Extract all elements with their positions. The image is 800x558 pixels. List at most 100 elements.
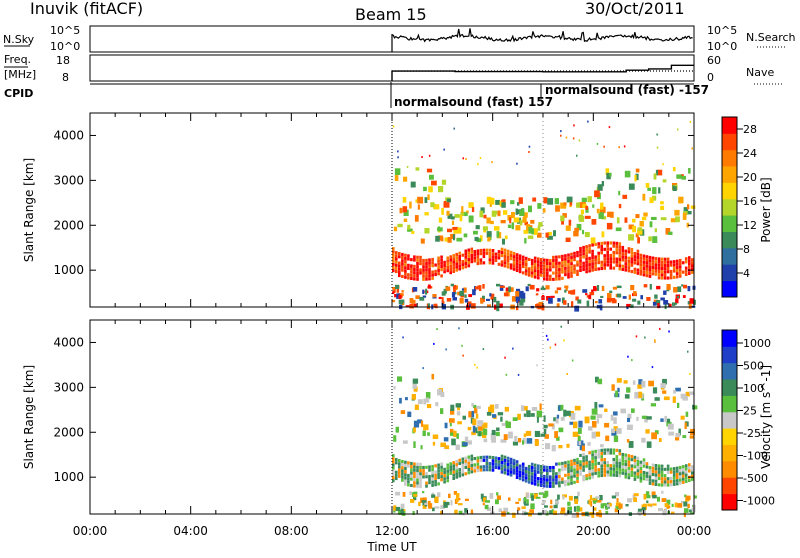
echo-cell — [576, 505, 580, 512]
echo-cell — [549, 346, 552, 349]
echo-cell — [649, 221, 653, 228]
echo-cell — [651, 469, 655, 473]
echo-cell — [443, 477, 446, 481]
echo-cell — [642, 193, 646, 201]
echo-cell — [525, 286, 529, 292]
echo-cell — [637, 508, 643, 512]
echo-cell — [500, 254, 504, 258]
echo-cell — [509, 250, 513, 254]
echo-cell — [603, 464, 606, 468]
echo-cell — [674, 302, 677, 305]
echo-cell — [422, 258, 425, 262]
echo-cell — [570, 259, 573, 263]
echo-cell — [422, 277, 425, 281]
echo-cell — [623, 380, 628, 384]
echo-cell — [446, 269, 449, 273]
echo-cell — [533, 469, 537, 473]
echo-cell — [503, 261, 507, 265]
echo-cell — [672, 396, 676, 403]
echo-cell — [578, 139, 581, 142]
echo-cell — [426, 404, 432, 409]
echo-cell — [688, 256, 691, 260]
echo-cell — [479, 258, 483, 262]
echo-cell — [523, 212, 528, 218]
echo-cell — [684, 272, 688, 276]
echo-cell — [509, 457, 513, 461]
echo-cell — [567, 479, 570, 483]
echo-cell — [472, 425, 476, 433]
echo-cell — [588, 460, 591, 464]
echo-cell — [573, 480, 576, 484]
echo-cell — [539, 403, 542, 411]
echo-cell — [413, 468, 416, 472]
echo-cell — [547, 338, 549, 341]
echo-cell — [449, 471, 452, 475]
echo-cell — [521, 265, 525, 269]
echo-cell — [409, 201, 412, 209]
echo-cell — [687, 204, 690, 210]
echo-cell — [400, 503, 405, 509]
echo-cell — [526, 499, 529, 506]
echo-cell — [527, 273, 531, 277]
echo-cell — [491, 258, 495, 262]
echo-cell — [402, 440, 408, 444]
echo-cell — [648, 481, 652, 485]
echo-cell — [482, 251, 486, 255]
echo-cell — [446, 473, 449, 477]
echo-cell — [691, 270, 694, 274]
echo-cell — [594, 242, 597, 246]
echo-cell — [524, 466, 528, 470]
echo-cell — [452, 266, 455, 270]
echo-cell — [666, 480, 670, 484]
echo-cell — [624, 472, 628, 476]
echo-cell — [467, 261, 471, 265]
echo-cell — [678, 271, 682, 275]
echo-cell — [615, 244, 619, 248]
echo-cell — [618, 261, 622, 265]
echo-cell — [600, 251, 603, 255]
echo-cell — [422, 469, 425, 473]
echo-cell — [600, 448, 603, 452]
echo-cell — [639, 512, 644, 515]
echo-cell — [668, 431, 675, 436]
echo-cell — [398, 468, 401, 472]
echo-cell — [427, 432, 430, 436]
echo-cell — [628, 294, 631, 300]
echo-cell — [527, 267, 531, 271]
echo-cell — [615, 461, 619, 465]
echo-cell — [588, 259, 591, 263]
echo-cell — [633, 270, 637, 274]
echo-cell — [680, 500, 684, 504]
echo-cell — [528, 226, 533, 234]
echo-cell — [506, 456, 510, 460]
echo-cell — [616, 378, 622, 383]
echo-cell — [645, 274, 649, 278]
echo-cell — [597, 471, 600, 475]
echo-cell — [416, 484, 419, 488]
echo-cell — [615, 464, 619, 468]
echo-cell — [407, 276, 410, 280]
echo-cell — [436, 328, 438, 331]
echo-cell — [434, 273, 437, 277]
echo-cell — [576, 473, 579, 477]
echo-cell — [437, 272, 440, 276]
echo-cell — [628, 234, 634, 241]
echo-cell — [598, 212, 604, 219]
cpid-mode-1: normalsound (fast) 157 — [394, 95, 553, 109]
echo-cell — [404, 482, 407, 486]
echo-cell — [413, 386, 418, 392]
echo-cell — [537, 257, 540, 261]
echo-cell — [404, 253, 407, 257]
echo-cell — [608, 503, 612, 507]
echo-cell — [526, 224, 530, 231]
echo-cell — [603, 451, 606, 455]
echo-cell — [548, 423, 554, 427]
echo-cell — [666, 276, 670, 280]
echo-cell — [450, 500, 453, 506]
echo-cell — [661, 498, 667, 502]
echo-cell — [654, 260, 658, 264]
echo-cell — [591, 498, 597, 501]
echo-cell — [600, 206, 606, 214]
echo-cell — [615, 260, 619, 264]
echo-cell — [663, 480, 667, 484]
